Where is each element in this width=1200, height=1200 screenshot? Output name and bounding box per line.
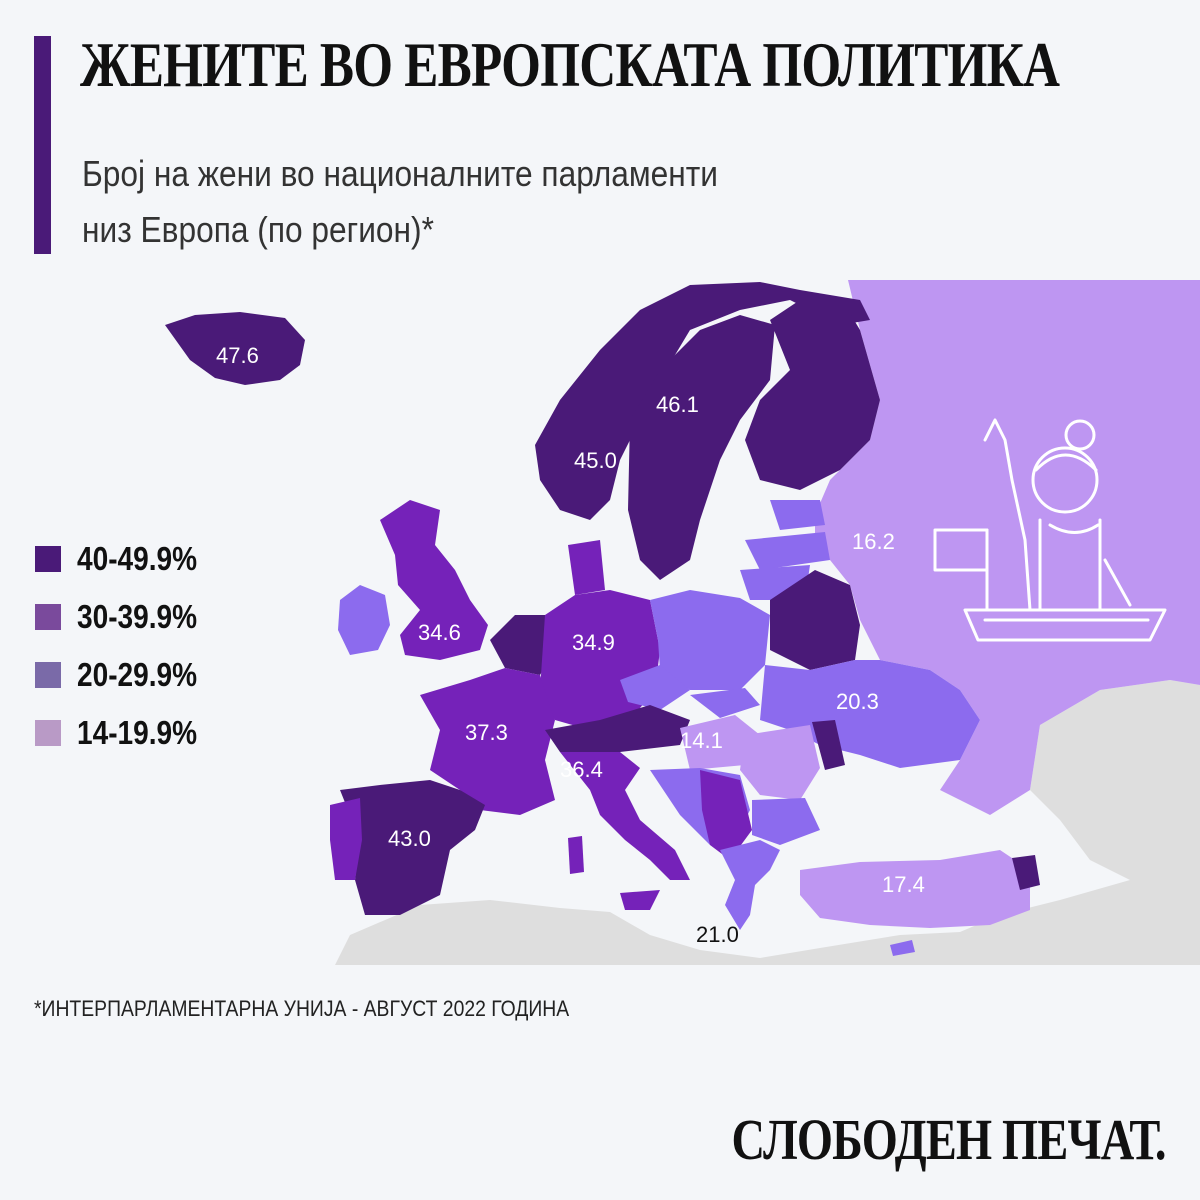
value-label-russia: 16.2	[852, 529, 895, 554]
legend-swatch	[35, 719, 61, 746]
legend-label: 20-29.9%	[77, 655, 198, 693]
legend-swatch	[35, 545, 61, 572]
country-poland	[650, 590, 770, 690]
subtitle-line-1: Број на жени во националните парламенти	[82, 153, 718, 194]
country-france	[420, 668, 555, 815]
legend-item: 30-39.9%	[35, 598, 218, 635]
country-switzerland-austria	[545, 705, 690, 752]
legend-label: 30-39.9%	[77, 597, 198, 635]
country-italy-sardinia	[568, 836, 584, 874]
value-label-ukraine: 20.3	[836, 689, 879, 714]
country-iceland	[165, 312, 305, 385]
value-label-hungary: 14.1	[680, 728, 723, 753]
country-slovakia	[690, 688, 760, 718]
value-label-turkey: 17.4	[882, 872, 925, 897]
woman-speaker-at-podium-icon	[933, 418, 1167, 642]
map-legend: 40-49.9% 30-39.9% 20-29.9% 14-19.9%	[35, 540, 218, 776]
value-label-sweden: 46.1	[656, 392, 699, 417]
country-turkey	[800, 850, 1030, 928]
legend-label: 40-49.9%	[77, 539, 198, 577]
country-ireland	[338, 585, 390, 655]
country-belarus	[770, 570, 860, 670]
subtitle-line-2: низ Европа (по регион)*	[82, 209, 434, 250]
brand-logo-text: СЛОБОДЕН ПЕЧАТ.	[731, 1107, 1167, 1172]
country-denmark	[568, 540, 605, 595]
country-hungary	[680, 715, 760, 770]
legend-swatch	[35, 603, 61, 630]
country-moldova	[812, 720, 845, 770]
country-estonia	[770, 500, 825, 530]
legend-item: 20-29.9%	[35, 656, 218, 693]
north-africa-land	[335, 870, 1200, 965]
country-norway	[535, 282, 870, 520]
title-accent-bar	[34, 36, 51, 254]
country-benelux	[490, 615, 555, 675]
value-label-uk: 34.6	[418, 620, 461, 645]
black-sea	[840, 790, 980, 845]
country-italy-sicily	[620, 890, 660, 910]
page-subtitle: Број на жени во националните парламенти …	[82, 146, 804, 258]
country-serbia-montenegro	[700, 770, 752, 860]
source-note: *ИНТЕРПАРЛАМЕНТАРНА УНИЈА - АВГУСТ 2022 …	[34, 996, 570, 1021]
value-label-spain: 43.0	[388, 826, 431, 851]
legend-label: 14-19.9%	[77, 713, 198, 751]
country-greece	[720, 840, 780, 930]
value-label-germany: 34.9	[572, 630, 615, 655]
country-sweden	[628, 315, 775, 580]
legend-swatch	[35, 661, 61, 688]
country-romania	[740, 725, 820, 800]
legend-item: 40-49.9%	[35, 540, 218, 577]
caucasus-asia-land	[1030, 680, 1200, 885]
country-russia	[815, 280, 1200, 815]
value-label-greece: 21.0	[696, 922, 739, 947]
country-italy	[560, 752, 690, 880]
country-spain	[340, 780, 485, 915]
value-label-france: 37.3	[465, 720, 508, 745]
country-latvia	[745, 532, 830, 570]
country-czechia	[620, 665, 690, 710]
page-title: ЖЕНИТЕ ВО ЕВРОПСКАТА ПОЛИТИКА	[80, 29, 1060, 100]
country-finland	[745, 300, 880, 490]
country-uk	[380, 500, 488, 660]
country-ukraine	[760, 660, 980, 768]
value-label-italy: 36.4	[560, 757, 603, 782]
country-armenia	[1012, 855, 1040, 890]
value-label-iceland: 47.6	[216, 343, 259, 368]
country-bulgaria	[752, 798, 820, 845]
value-label-norway: 45.0	[574, 448, 617, 473]
legend-item: 14-19.9%	[35, 714, 218, 751]
country-portugal	[330, 798, 362, 880]
country-cyprus	[890, 940, 915, 956]
